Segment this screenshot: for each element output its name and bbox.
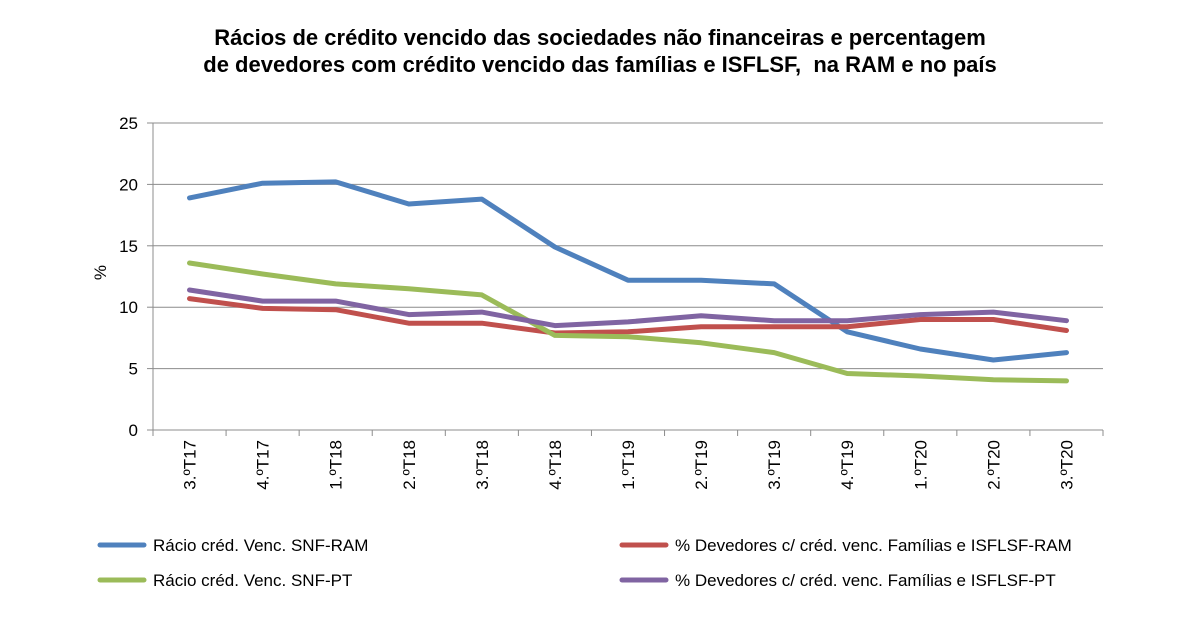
x-tick-label: 3.ºT17: [181, 440, 200, 490]
series-line-2: [187, 296, 1069, 336]
legend-label-1: Rácio créd. Venc. SNF-RAM: [153, 536, 368, 555]
x-tick-label: 3.ºT19: [765, 440, 784, 490]
x-tick-label: 3.ºT20: [1057, 440, 1076, 490]
y-tick-label: 10: [119, 298, 138, 317]
legend-label-2: % Devedores c/ créd. venc. Famílias e IS…: [675, 536, 1072, 555]
chart-title: Rácios de crédito vencido das sociedades…: [0, 24, 1200, 78]
x-tick-label: 2.ºT19: [692, 440, 711, 490]
x-tick-label: 1.ºT20: [911, 440, 930, 490]
x-tick-label: 2.ºT18: [400, 440, 419, 490]
y-tick-label: 5: [129, 360, 138, 379]
series-line-3: [187, 260, 1069, 384]
chart-title-line-1: Rácios de crédito vencido das sociedades…: [214, 25, 986, 50]
y-tick-label: 0: [129, 421, 138, 440]
y-tick-label: 20: [119, 175, 138, 194]
x-tick-label: 4.ºT17: [254, 440, 273, 490]
x-tick-label: 1.ºT18: [327, 440, 346, 490]
x-tick-label: 3.ºT18: [473, 440, 492, 490]
series-line-1: [187, 179, 1069, 363]
x-tick-label: 1.ºT19: [619, 440, 638, 490]
y-tick-label: 25: [119, 114, 138, 133]
y-tick-label: 15: [119, 237, 138, 256]
series-line-4: [187, 287, 1069, 329]
legend-label-3: Rácio créd. Venc. SNF-PT: [153, 571, 352, 590]
y-axis-label: %: [91, 265, 110, 280]
legend-label-4: % Devedores c/ créd. venc. Famílias e IS…: [675, 571, 1056, 590]
x-tick-label: 2.ºT20: [984, 440, 1003, 490]
x-tick-label: 4.ºT19: [838, 440, 857, 490]
x-tick-label: 4.ºT18: [546, 440, 565, 490]
chart-title-line-2: de devedores com crédito vencido das fam…: [203, 52, 997, 77]
